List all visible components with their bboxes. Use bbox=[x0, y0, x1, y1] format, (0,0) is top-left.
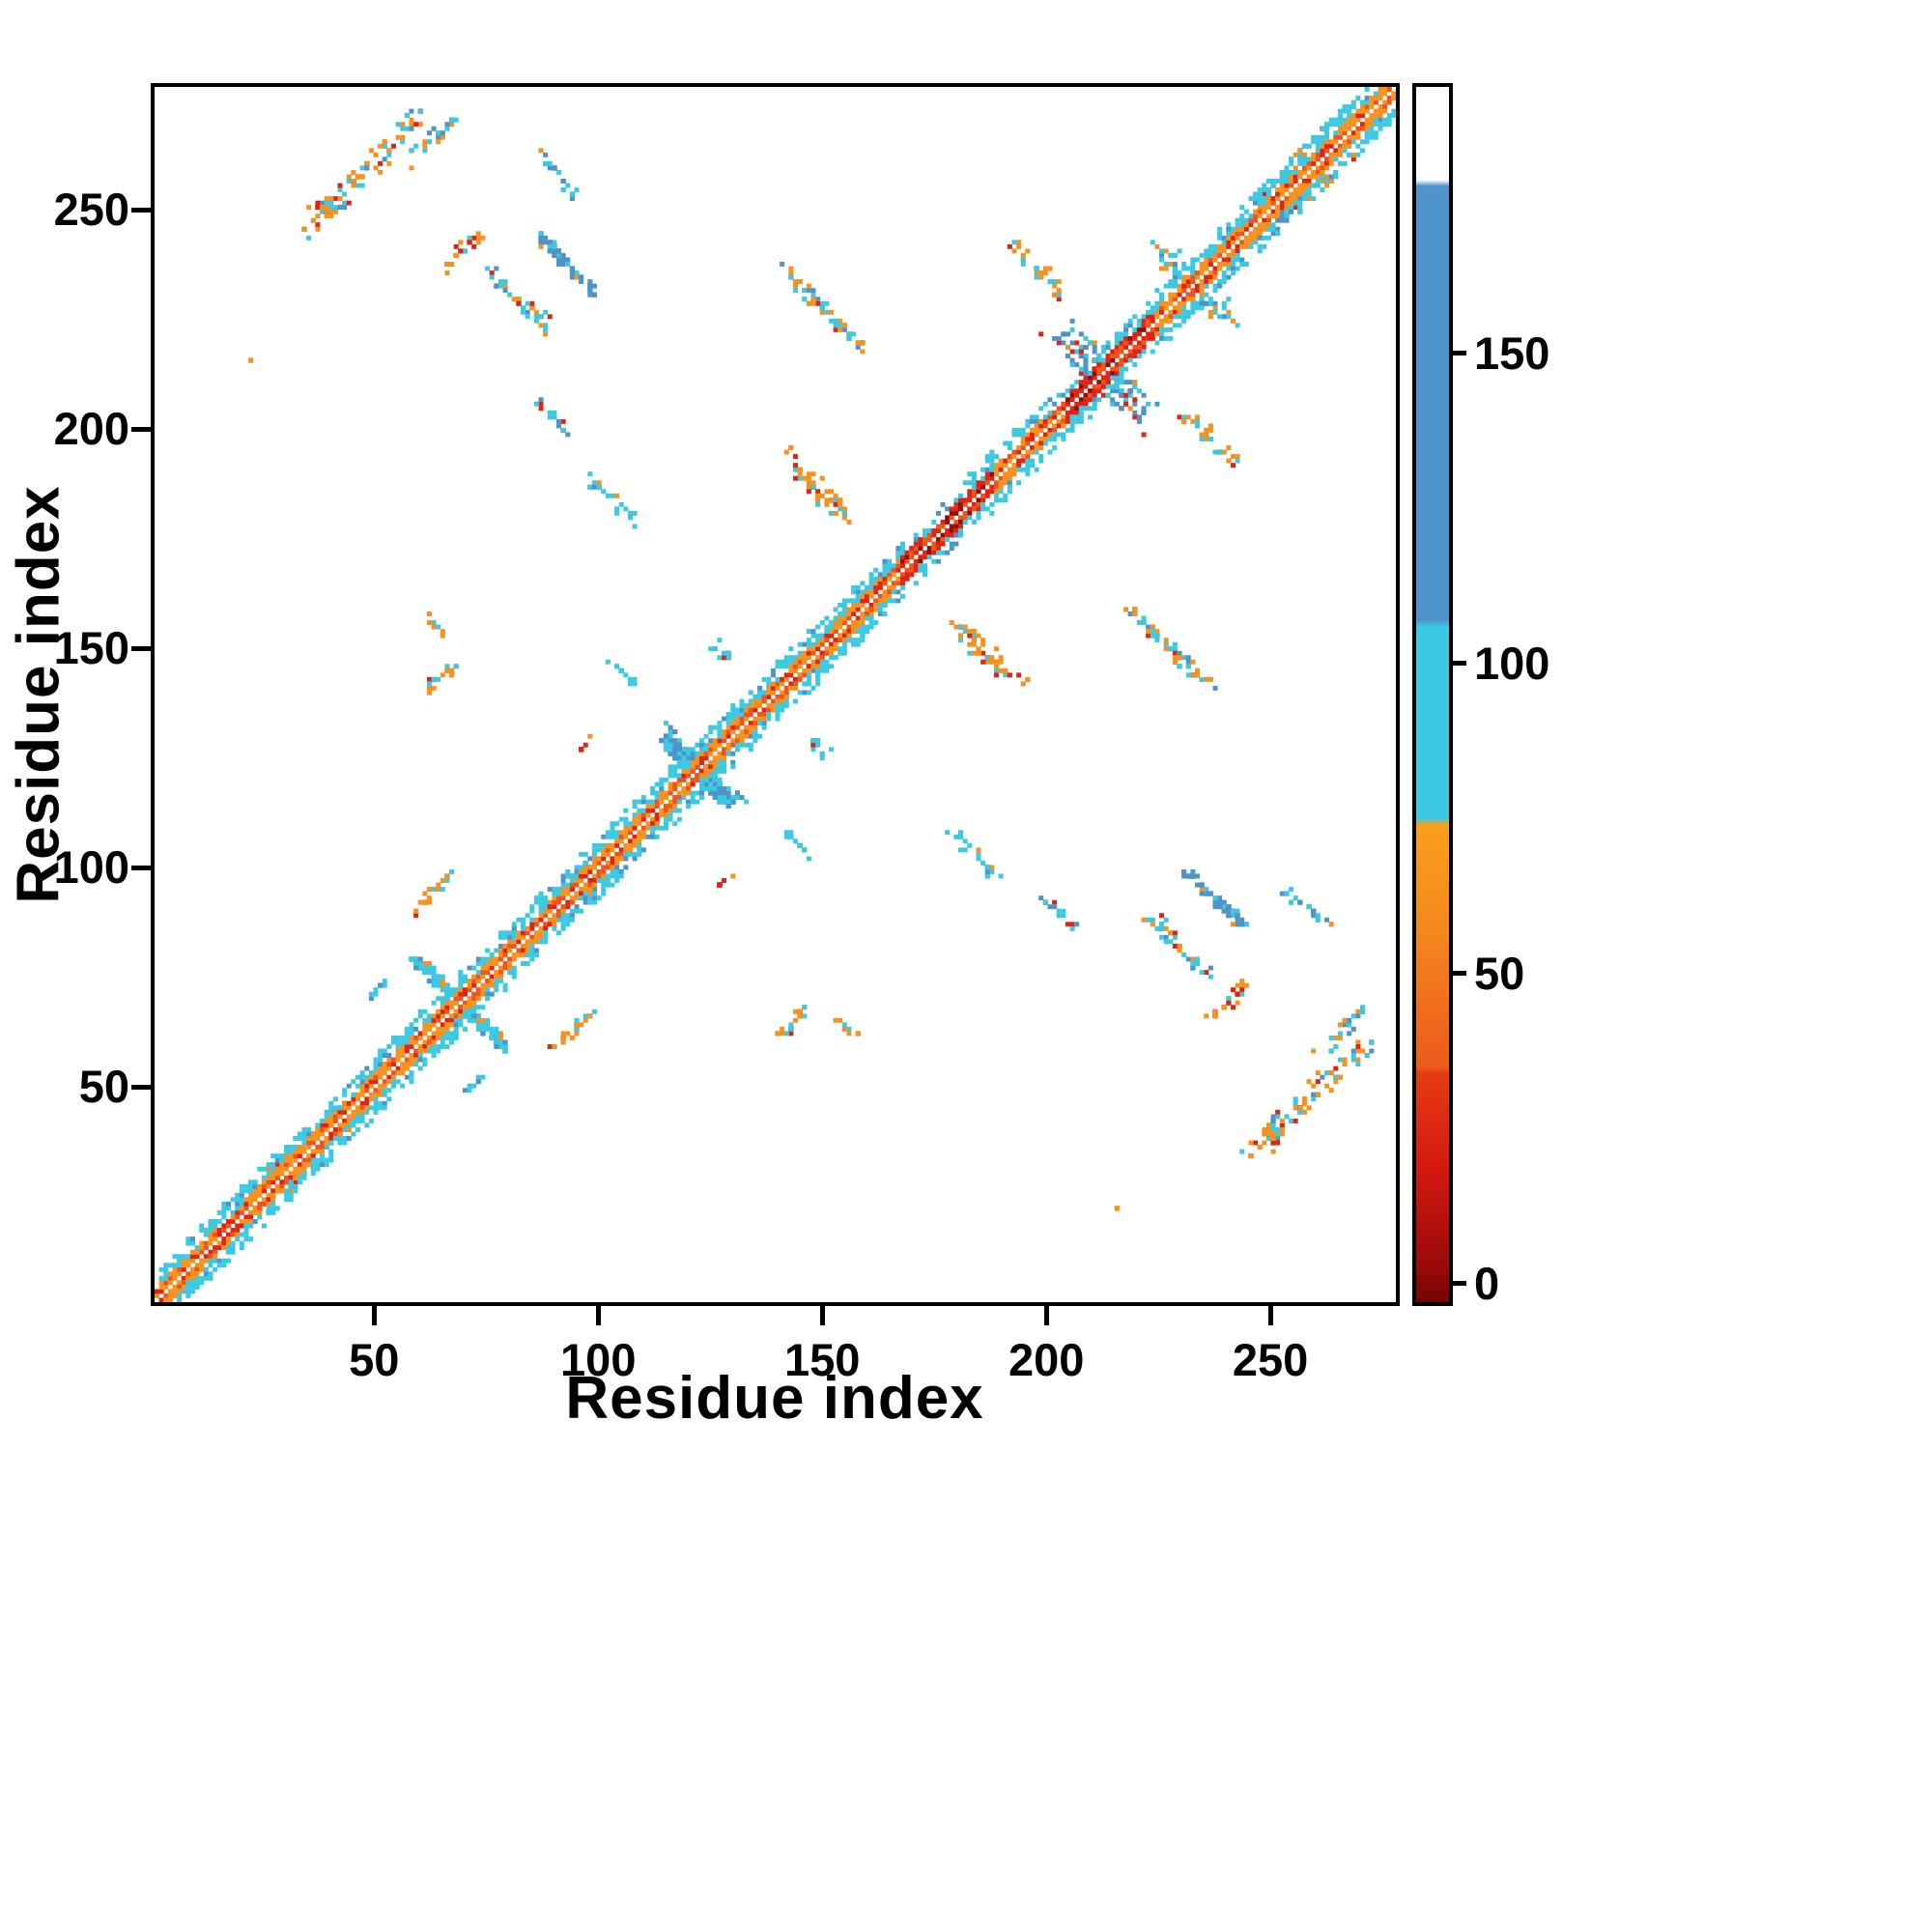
colorbar-tick-mark bbox=[1453, 1281, 1466, 1287]
x-tick-mark bbox=[1043, 1306, 1049, 1325]
y-tick-mark bbox=[131, 645, 151, 651]
x-tick-label: 200 bbox=[1008, 1334, 1085, 1385]
x-tick-mark bbox=[819, 1306, 825, 1325]
colorbar-tick-label: 100 bbox=[1474, 637, 1550, 689]
x-tick-label: 100 bbox=[560, 1334, 637, 1385]
plot-frame bbox=[151, 83, 1400, 1306]
y-tick-label: 100 bbox=[53, 841, 129, 894]
x-tick-mark bbox=[1267, 1306, 1273, 1325]
y-tick-label: 50 bbox=[78, 1061, 129, 1113]
colorbar-tick-label: 150 bbox=[1474, 327, 1550, 379]
x-tick-label: 150 bbox=[783, 1334, 861, 1385]
colorbar-tick-mark bbox=[1453, 661, 1466, 667]
y-tick-mark bbox=[131, 207, 151, 213]
contact-map-canvas bbox=[155, 87, 1396, 1302]
x-tick-label: 50 bbox=[349, 1334, 400, 1385]
x-axis-title: Residue index bbox=[565, 1365, 984, 1432]
y-tick-label: 200 bbox=[53, 403, 129, 455]
colorbar-tick-label: 50 bbox=[1474, 947, 1525, 999]
colorbar-tick-mark bbox=[1453, 351, 1466, 356]
colorbar-tick-mark bbox=[1453, 971, 1466, 977]
y-tick-mark bbox=[131, 865, 151, 870]
x-tick-mark bbox=[371, 1306, 377, 1325]
colorbar bbox=[1412, 83, 1453, 1306]
y-tick-mark bbox=[131, 426, 151, 432]
y-tick-label: 150 bbox=[53, 622, 129, 674]
y-tick-mark bbox=[131, 1084, 151, 1090]
x-tick-mark bbox=[595, 1306, 601, 1325]
colorbar-tick-label: 0 bbox=[1474, 1257, 1500, 1309]
x-tick-label: 250 bbox=[1232, 1334, 1309, 1385]
y-tick-label: 250 bbox=[53, 184, 129, 236]
